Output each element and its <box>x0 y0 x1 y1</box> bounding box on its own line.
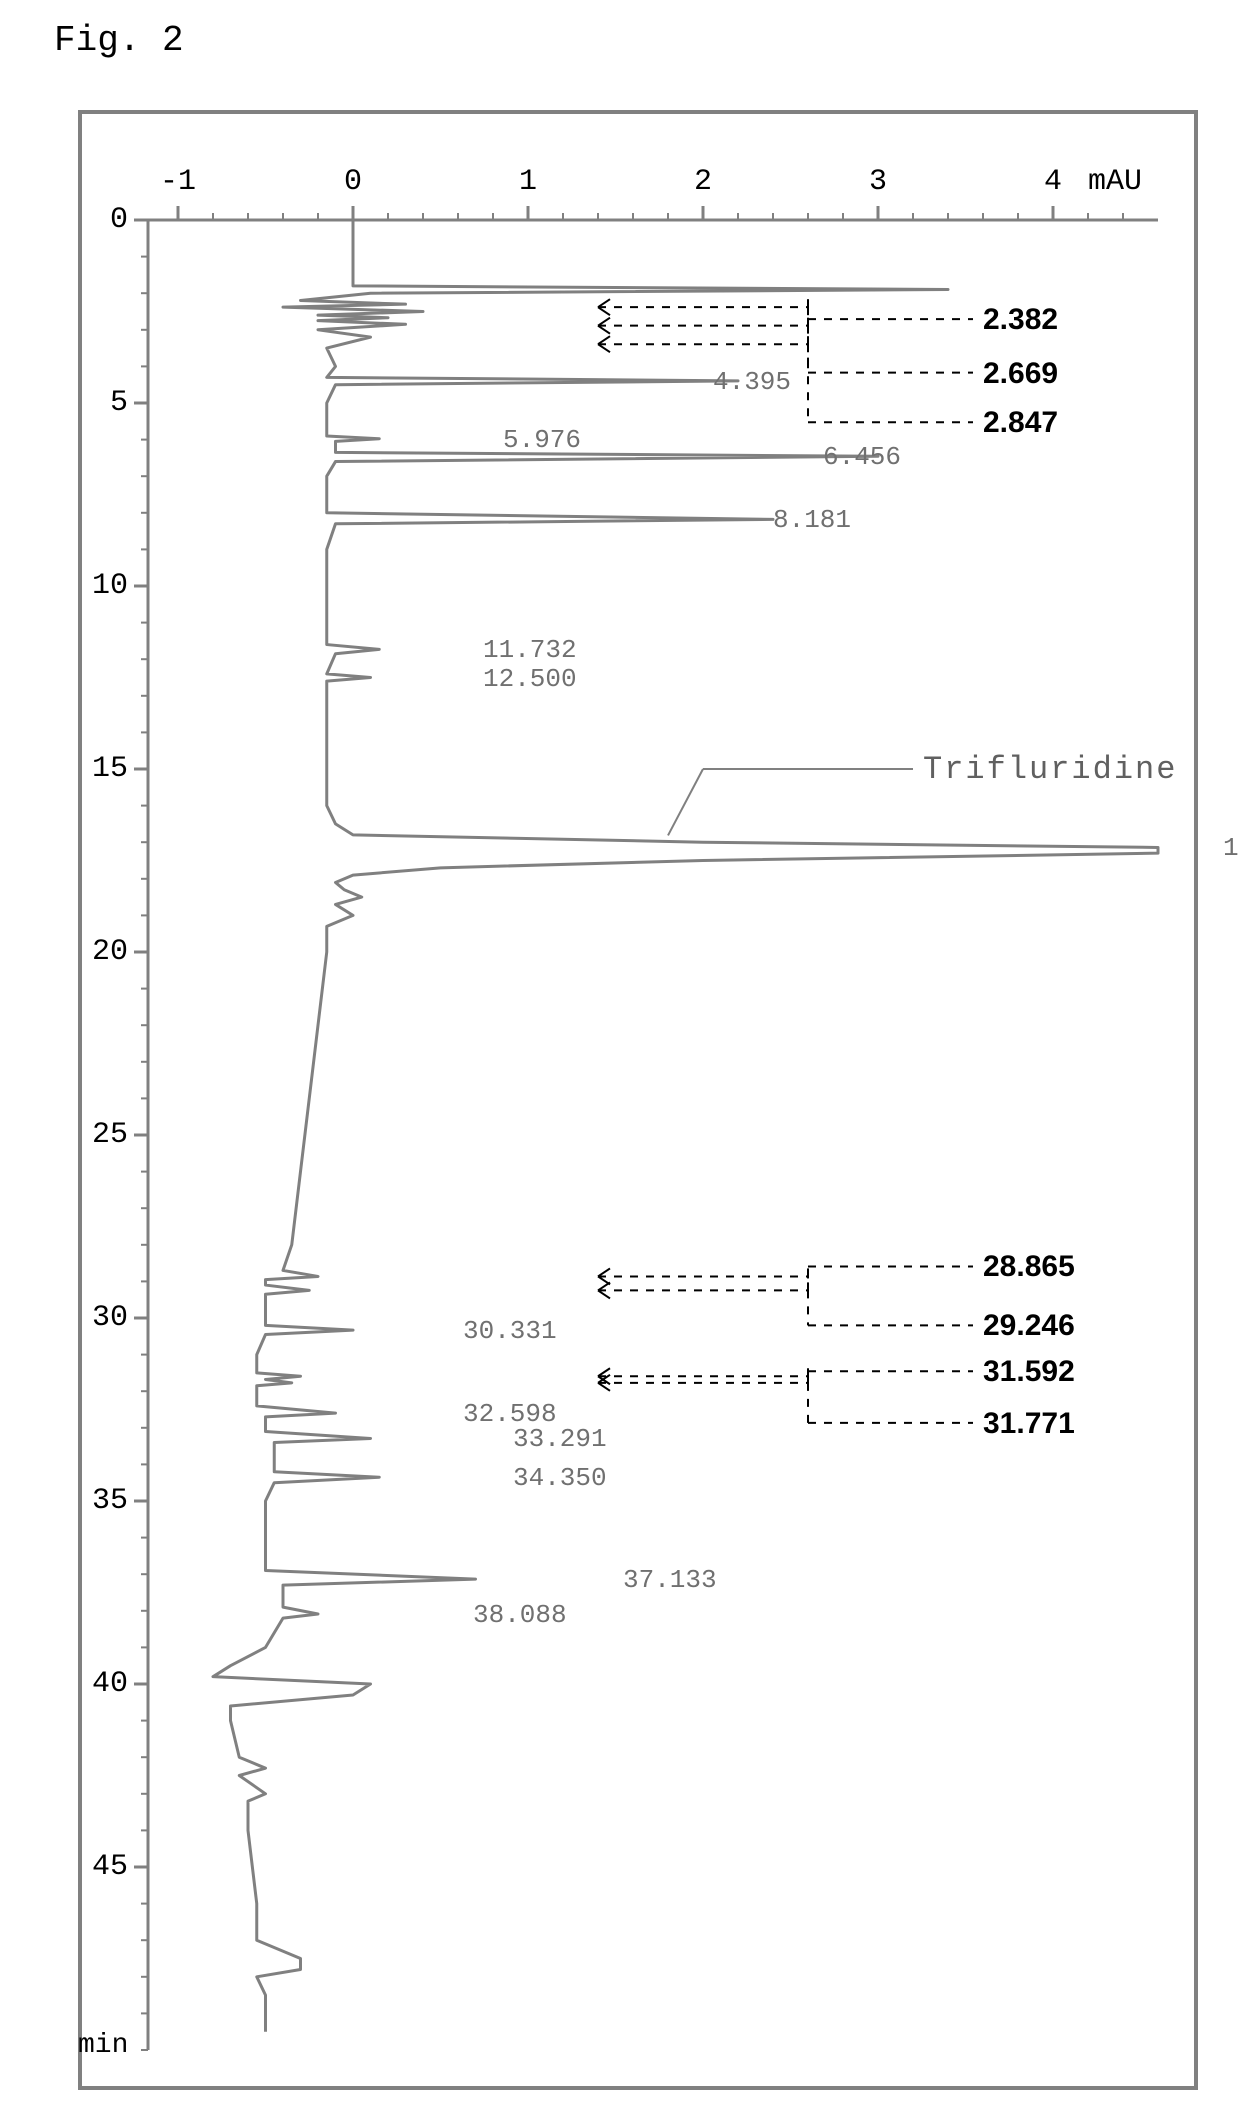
peak-label: 12.500 <box>483 664 577 694</box>
peak-label: 38.088 <box>473 1600 567 1630</box>
y-tick-label: 45 <box>68 1850 128 1884</box>
y-tick-label: 40 <box>68 1667 128 1701</box>
y-tick-label: 35 <box>68 1484 128 1518</box>
page: Fig. 2 -101234mAU051015202530354045min 4… <box>0 0 1240 2127</box>
y-tick-label: 30 <box>68 1301 128 1335</box>
callout-label: 31.771 <box>983 1407 1075 1441</box>
y-tick-label: 20 <box>68 935 128 969</box>
y-tick-label: 15 <box>68 752 128 786</box>
x-tick-label: -1 <box>160 165 196 199</box>
y-tick-label: 10 <box>68 569 128 603</box>
callout-label: 2.847 <box>983 406 1058 440</box>
x-tick-label: 4 <box>1044 165 1062 199</box>
x-tick-label: 3 <box>869 165 887 199</box>
callout-label: 29.246 <box>983 1309 1075 1343</box>
peak-label: 33.291 <box>513 1424 607 1454</box>
callout-label: 28.865 <box>983 1250 1075 1284</box>
peak-label: 5.976 <box>503 425 581 455</box>
y-tick-label: 5 <box>68 386 128 420</box>
y-tick-label: 0 <box>68 203 128 237</box>
compound-label: Trifluridine <box>923 751 1177 788</box>
y-axis-title: min <box>78 2030 128 2061</box>
x-tick-label: 2 <box>694 165 712 199</box>
peak-label: 17.144 <box>1223 833 1240 863</box>
peak-label: 4.395 <box>713 367 791 397</box>
callout-label: 2.382 <box>983 303 1058 337</box>
peak-label: 8.181 <box>773 505 851 535</box>
y-tick-label: 25 <box>68 1118 128 1152</box>
peak-label: 6.456 <box>823 442 901 472</box>
peak-label: 37.133 <box>623 1565 717 1595</box>
x-tick-label: 1 <box>519 165 537 199</box>
peak-label: 30.331 <box>463 1316 557 1346</box>
peak-label: 34.350 <box>513 1463 607 1493</box>
callout-label: 31.592 <box>983 1355 1075 1389</box>
x-tick-label: 0 <box>344 165 362 199</box>
callout-label: 2.669 <box>983 357 1058 391</box>
peak-label: 11.732 <box>483 635 577 665</box>
x-axis-title: mAU <box>1088 165 1142 199</box>
